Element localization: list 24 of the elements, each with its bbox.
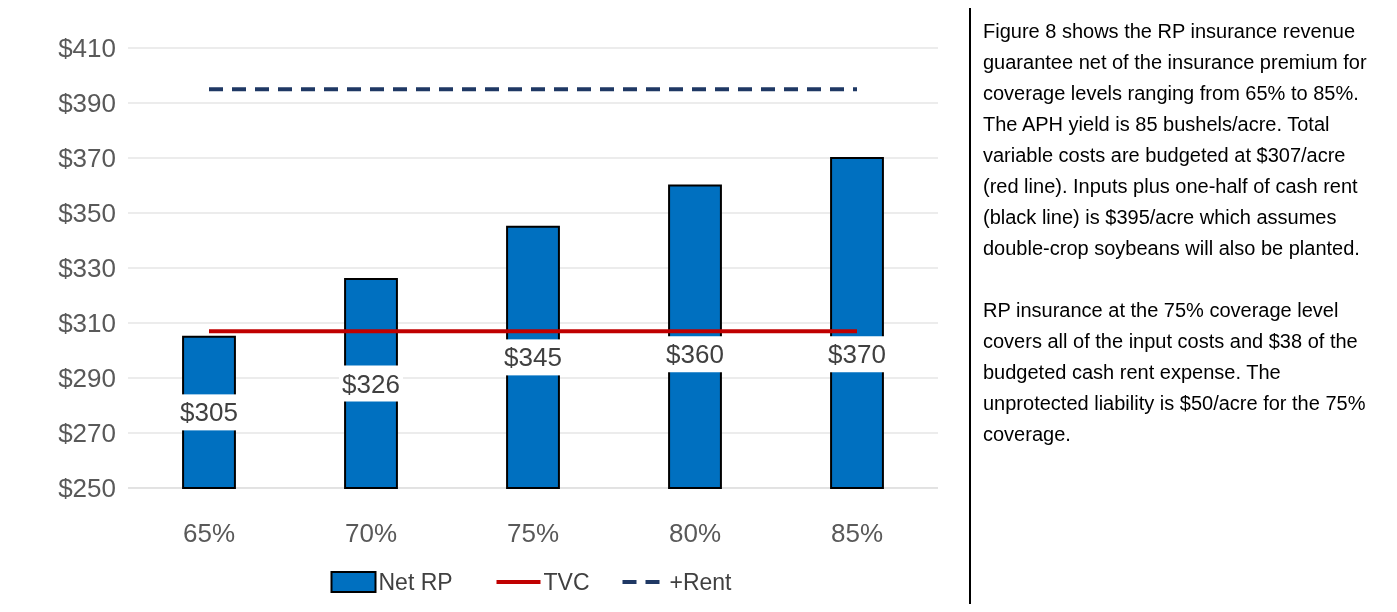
legend-label: +Rent — [669, 569, 733, 595]
x-tick-label: 80% — [668, 518, 722, 548]
y-tick-label: $370 — [58, 143, 116, 173]
data-label: $370 — [828, 339, 886, 370]
data-label: $326 — [342, 368, 400, 399]
x-tick-label: 70% — [344, 518, 398, 548]
x-tick-label: 75% — [506, 518, 560, 548]
y-tick-label: $330 — [58, 253, 116, 283]
x-tick-label: 65% — [182, 518, 236, 548]
x-tick-label: 85% — [830, 518, 884, 548]
legend-label: Net RP — [378, 569, 453, 595]
y-tick-label: $290 — [58, 363, 116, 393]
caption: Figure 8 shows the RP insurance revenue guarantee net of the insurance premium for coverage levels ranging from 65% to 85%. The APH yield is 85 bushels/acre. Total variable costs are budgeted at $307/acre (red line). Inputs plus one-half of cash rent (black line) is $395/acre which assumes double-crop soybeans will also be planted. — [983, 20, 1367, 259]
y-tick-label: $310 — [58, 308, 116, 338]
data-label: $360 — [666, 339, 724, 370]
y-tick-label: $270 — [58, 418, 116, 448]
data-label: $305 — [180, 397, 238, 428]
y-tick-label: $410 — [58, 33, 116, 63]
y-tick-label: $250 — [58, 473, 116, 503]
y-tick-label: $350 — [58, 198, 116, 228]
y-tick-label: $390 — [58, 88, 116, 118]
legend-label: TVC — [543, 569, 590, 595]
data-label: $345 — [504, 342, 562, 373]
text: RP insurance at the 75% coverage level covers all of the input costs and $38 of the budgeted cash rent expense. The unprotected liability is $50/acre for the 75% coverage. — [983, 299, 1366, 445]
